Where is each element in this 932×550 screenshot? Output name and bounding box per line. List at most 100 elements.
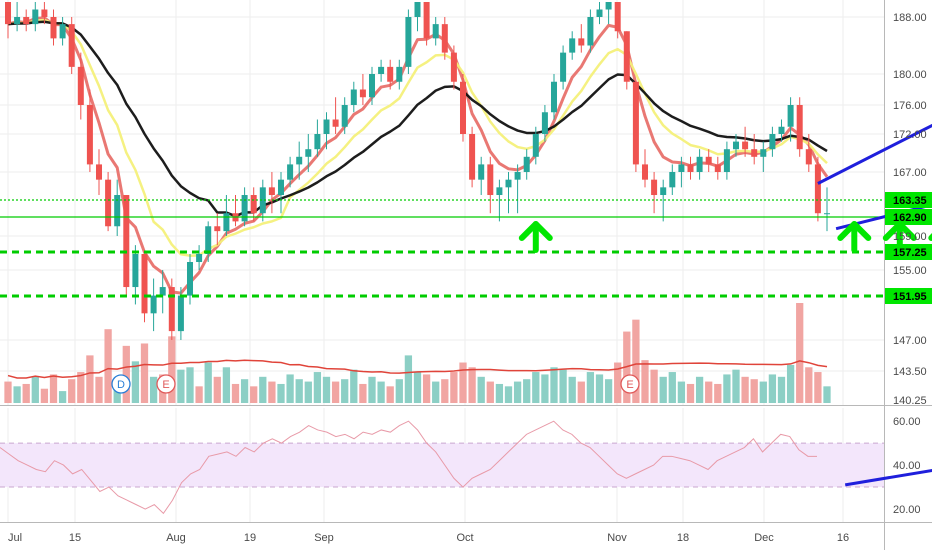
candle [787,97,794,142]
candle [378,59,385,82]
volume-bar [705,381,713,403]
candle-body [86,105,93,165]
price-tag: 162.90 [885,209,932,225]
time-tick-label: 16 [837,532,849,544]
price-tag: 163.35 [885,192,932,208]
volume-bar [286,374,294,403]
candle [696,149,703,180]
earnings-marker[interactable]: E [156,374,176,394]
candle-body [186,262,194,296]
volume-bar [213,376,221,403]
rsi-band-fill [0,443,884,488]
volume-bar [741,376,749,403]
candle-body [587,17,594,46]
candle [614,2,621,39]
volume-bar [805,367,813,403]
price-tick-label: 147.00 [893,335,927,347]
price-tag-box [885,244,932,260]
candle [241,187,248,227]
volume-bar [177,369,185,403]
volume-bar [759,381,767,403]
volume-bar [495,383,504,403]
signal-arrows [518,221,932,253]
candle-body [350,89,357,105]
rsi-trendline [844,468,932,487]
candle-body [469,134,476,180]
candle [678,156,685,188]
volume-bar [586,372,595,403]
dividend-marker[interactable]: D [111,374,131,394]
candle [441,17,448,60]
candle-body [769,134,776,150]
candle [350,81,357,113]
volume-bar [304,381,312,403]
volume-bar [568,376,576,403]
candle [314,119,321,157]
moving-averages [7,16,829,295]
candle-body [277,179,285,196]
marker-label: D [117,379,125,391]
candle-body [596,9,603,17]
candle [77,52,84,120]
price-tag-label: 163.35 [893,195,927,207]
volume-bar [559,369,567,403]
candle [123,195,130,296]
rsi-band [0,442,884,488]
volume-bar [468,367,476,403]
candle [641,149,649,188]
candle-body [205,226,212,254]
candle [277,172,285,214]
candle [396,59,403,90]
rsi-series [0,420,817,515]
volume-bar [122,345,130,403]
candle [532,126,539,165]
volume-bar [422,374,431,403]
candle [41,2,48,25]
candle [23,9,30,32]
candle [214,213,221,246]
candlesticks [4,2,831,340]
candle-body [168,287,175,332]
volume-bar [604,379,613,403]
candle [50,9,57,46]
candle-body [678,164,685,172]
candle [259,179,266,222]
candle [305,134,312,172]
earnings-marker[interactable]: E [620,374,640,394]
candle-body [696,156,703,172]
candle-body [132,254,139,288]
candle [405,9,412,74]
volume-bar [395,379,403,403]
candle [560,45,567,90]
candle [287,156,294,188]
candle-body [241,195,248,222]
volume-bar [131,361,140,403]
candle-body [214,226,221,232]
candle [359,74,366,105]
candle-body [305,149,312,157]
price-tag-box [885,192,932,208]
candle [432,17,439,46]
candle [32,2,39,32]
candle [387,59,394,90]
volume-bar [714,383,722,403]
candle-body [823,213,831,215]
candle-body [50,17,57,39]
candle-body [532,134,539,157]
volume-bar [231,383,240,403]
volume-bar [541,374,549,403]
price-tag-label: 162.90 [893,212,927,224]
candle-body [287,164,294,180]
volume-bar [441,379,449,403]
time-tick-label: Dec [754,532,774,544]
candle [550,74,558,120]
candle-body [368,74,376,98]
up-arrow [518,221,553,253]
candle-body [669,172,676,188]
volume-bar [650,369,658,403]
candle [341,97,348,134]
volume-bar [195,386,203,403]
price-tick-label: 172.00 [893,129,927,141]
